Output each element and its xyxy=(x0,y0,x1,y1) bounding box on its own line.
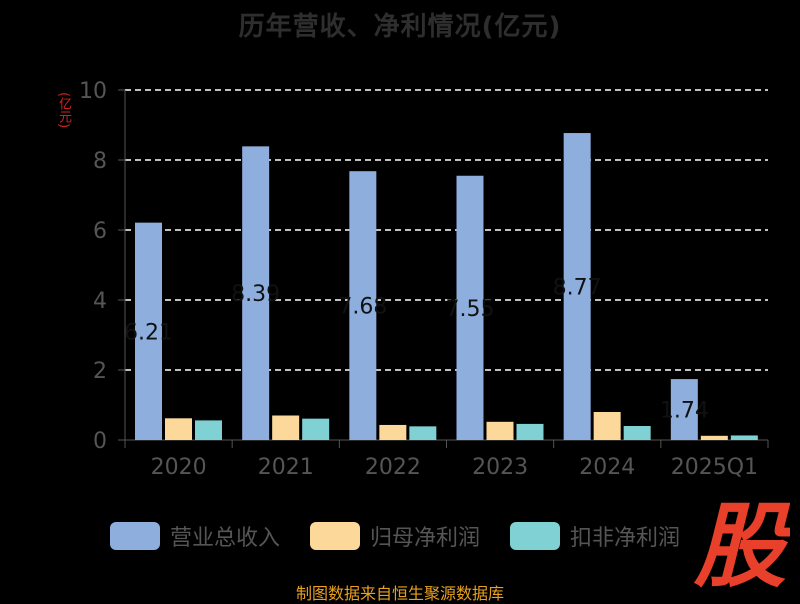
bar-revenue xyxy=(349,171,377,440)
data-label: 8.77 xyxy=(553,276,602,301)
legend-item-deducted-profit[interactable]: 扣非净利润 xyxy=(510,520,680,552)
y-tick-label: 2 xyxy=(93,359,107,384)
y-tick-label: 0 xyxy=(93,429,107,454)
bar-net-profit xyxy=(165,418,192,440)
bar-deducted-profit xyxy=(195,420,222,440)
data-label: 7.55 xyxy=(446,297,495,322)
bar-deducted-profit xyxy=(409,426,437,440)
data-label: 1.74 xyxy=(660,399,709,424)
bar-deducted-profit xyxy=(516,423,544,440)
stock-logo: 股 xyxy=(693,498,790,590)
bar-net-profit xyxy=(379,424,407,440)
y-tick-label: 4 xyxy=(93,289,107,314)
legend-swatch-revenue xyxy=(110,522,160,550)
x-tick-label: 2022 xyxy=(365,455,421,480)
bar-revenue xyxy=(670,379,698,440)
bar-deducted-profit xyxy=(623,426,651,440)
legend: 营业总收入 归母净利润 扣非净利润 xyxy=(0,520,800,552)
bar-revenue xyxy=(563,133,591,441)
bar-net-profit xyxy=(272,415,300,440)
legend-swatch-deducted-profit xyxy=(510,522,560,550)
y-axis-unit: (亿元) xyxy=(56,92,71,129)
data-label: 6.21 xyxy=(124,320,173,345)
x-tick-label: 2020 xyxy=(151,455,207,480)
legend-label-deducted-profit: 扣非净利润 xyxy=(570,526,681,551)
x-tick-label: 2023 xyxy=(472,455,528,480)
bar-deducted-profit xyxy=(730,435,758,440)
data-label: 7.68 xyxy=(338,295,387,320)
chart-title: 历年营收、净利情况(亿元) xyxy=(238,12,562,42)
x-tick-label: 2024 xyxy=(579,455,635,480)
legend-item-net-profit[interactable]: 归母净利润 xyxy=(310,520,480,552)
y-tick-label: 6 xyxy=(93,219,107,244)
bar-net-profit xyxy=(700,435,728,440)
bar-revenue xyxy=(456,175,484,440)
legend-swatch-net-profit xyxy=(310,522,360,550)
stock-logo-glyph: 股 xyxy=(693,498,790,590)
legend-label-net-profit: 归母净利润 xyxy=(370,526,481,551)
bar-revenue xyxy=(135,222,162,440)
x-tick-label: 2025Q1 xyxy=(671,455,758,480)
bar-net-profit xyxy=(486,421,514,440)
y-tick-label: 8 xyxy=(93,149,107,174)
x-tick-label: 2021 xyxy=(258,455,314,480)
bar-deducted-profit xyxy=(302,418,330,440)
bar-net-profit xyxy=(593,412,621,440)
data-source-note: 制图数据来自恒生聚源数据库 xyxy=(295,584,504,603)
data-label: 8.39 xyxy=(231,282,280,307)
legend-item-revenue[interactable]: 营业总收入 xyxy=(110,520,280,552)
y-tick-label: 10 xyxy=(79,79,107,104)
bar-revenue xyxy=(242,146,270,440)
legend-label-revenue: 营业总收入 xyxy=(170,526,281,551)
